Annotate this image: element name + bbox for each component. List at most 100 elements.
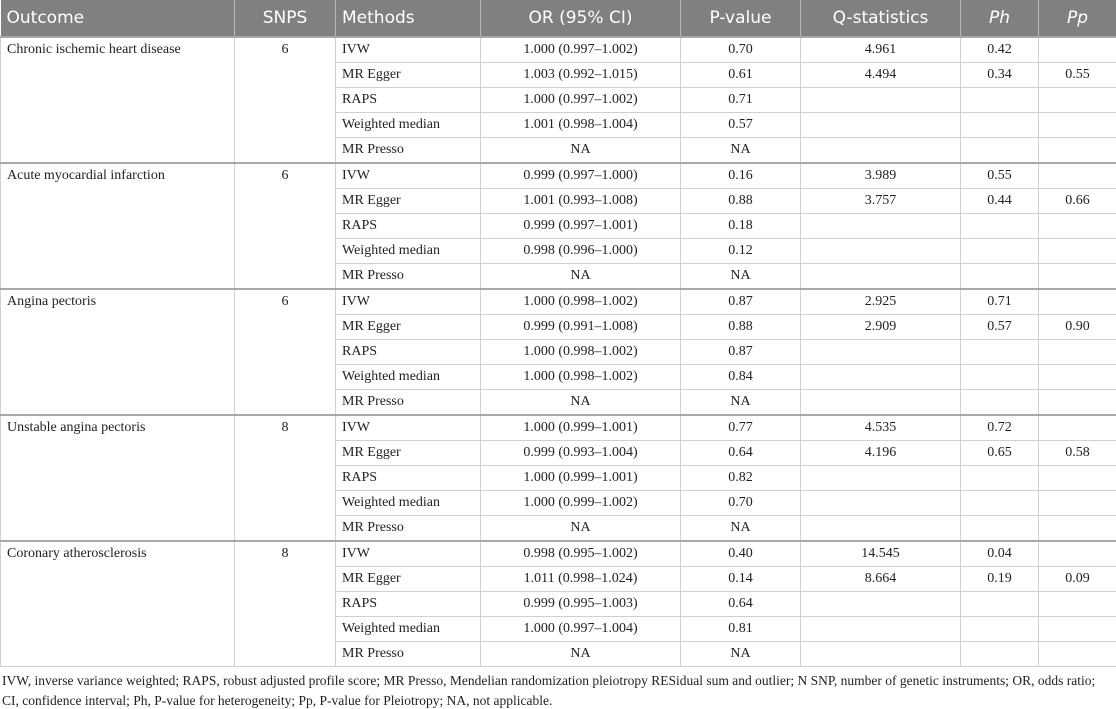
value-cell: NA <box>480 137 681 164</box>
value-cell: 1.000 (0.997–1.002) <box>480 87 681 113</box>
outcome-cell: Acute myocardial infarction <box>0 162 235 290</box>
table-row: MR Presso NA NA <box>1 515 1116 542</box>
value-cell <box>800 364 961 390</box>
method-cell: Weighted median <box>335 238 481 264</box>
table-row: Weighted median 0.998 (0.996–1.000) 0.12 <box>1 238 1116 264</box>
value-cell: NA <box>680 137 801 164</box>
value-cell: 0.72 <box>960 414 1039 441</box>
table-row: Angina pectoris 6 IVW 1.000 (0.998–1.002) 0.… <box>0 288 1116 416</box>
value-cell <box>1038 515 1116 542</box>
column-header: OR (95% CI) <box>480 0 681 37</box>
table-row: RAPS 0.999 (0.995–1.003) 0.64 <box>1 591 1116 617</box>
value-cell: 0.19 <box>960 566 1039 592</box>
value-cell <box>1038 540 1116 567</box>
value-cell: 4.196 <box>800 440 961 466</box>
value-cell <box>800 137 961 164</box>
table-row: MR Presso NA NA <box>1 137 1116 164</box>
value-cell <box>1038 162 1116 189</box>
value-cell: 0.998 (0.996–1.000) <box>480 238 681 264</box>
table-row: Weighted median 1.000 (0.997–1.004) 0.81 <box>1 616 1116 642</box>
method-cell: Weighted median <box>335 112 481 138</box>
value-cell <box>800 112 961 138</box>
value-cell <box>960 515 1039 542</box>
column-header: Q-statistics <box>800 0 961 37</box>
snps-cell: 6 <box>234 288 336 416</box>
value-cell: 1.000 (0.998–1.002) <box>480 364 681 390</box>
value-cell: 0.70 <box>680 36 801 63</box>
value-cell: 0.64 <box>680 591 801 617</box>
method-cell: RAPS <box>335 87 481 113</box>
value-cell <box>800 641 961 667</box>
value-cell: NA <box>480 515 681 542</box>
method-cell: IVW <box>335 36 481 63</box>
value-cell <box>960 213 1039 239</box>
value-cell <box>800 87 961 113</box>
column-header: Pp <box>1038 0 1116 37</box>
value-cell: 0.12 <box>680 238 801 264</box>
value-cell: 0.57 <box>960 314 1039 340</box>
table-row: RAPS 1.000 (0.999–1.001) 0.82 <box>1 465 1116 491</box>
value-cell: 0.87 <box>680 288 801 315</box>
column-header: Methods <box>335 0 481 37</box>
value-cell <box>1038 364 1116 390</box>
value-cell: 0.81 <box>680 616 801 642</box>
value-cell: 1.000 (0.998–1.002) <box>480 339 681 365</box>
method-cell: MR Presso <box>335 515 481 542</box>
value-cell: 1.000 (0.999–1.001) <box>480 414 681 441</box>
method-cell: MR Presso <box>335 137 481 164</box>
table-row: Weighted median 1.000 (0.998–1.002) 0.84 <box>1 364 1116 390</box>
value-cell: 0.58 <box>1038 440 1116 466</box>
method-cell: RAPS <box>335 213 481 239</box>
outcome-cell: Unstable angina pectoris <box>0 414 235 542</box>
value-cell: 1.000 (0.999–1.002) <box>480 490 681 516</box>
method-cell: IVW <box>335 540 481 567</box>
value-cell: 4.494 <box>800 62 961 88</box>
value-cell: 0.88 <box>680 314 801 340</box>
value-cell <box>800 490 961 516</box>
method-cell: MR Egger <box>335 62 481 88</box>
value-cell: 0.998 (0.995–1.002) <box>480 540 681 567</box>
value-cell: 0.44 <box>960 188 1039 214</box>
table-row: Unstable angina pectoris 8 IVW 1.000 (0.999… <box>0 414 1116 542</box>
value-cell <box>800 238 961 264</box>
value-cell: 0.09 <box>1038 566 1116 592</box>
value-cell: 0.71 <box>680 87 801 113</box>
method-cell: Weighted median <box>335 364 481 390</box>
value-cell <box>800 616 961 642</box>
method-cell: IVW <box>335 162 481 189</box>
value-cell <box>960 112 1039 138</box>
value-cell: NA <box>480 389 681 416</box>
value-cell: 0.84 <box>680 364 801 390</box>
value-cell: 1.000 (0.997–1.002) <box>480 36 681 63</box>
value-cell <box>1038 414 1116 441</box>
value-cell <box>960 591 1039 617</box>
value-cell: 0.14 <box>680 566 801 592</box>
method-cell: Weighted median <box>335 490 481 516</box>
table-row: RAPS 1.000 (0.998–1.002) 0.87 <box>1 339 1116 365</box>
method-cell: MR Presso <box>335 263 481 290</box>
value-cell: 14.545 <box>800 540 961 567</box>
value-cell <box>800 213 961 239</box>
table-row: MR Egger 0.999 (0.991–1.008) 0.88 2.909 0.57… <box>1 314 1116 340</box>
value-cell: 3.989 <box>800 162 961 189</box>
value-cell: NA <box>680 263 801 290</box>
value-cell: 0.55 <box>1038 62 1116 88</box>
value-cell <box>1038 137 1116 164</box>
value-cell <box>800 263 961 290</box>
value-cell: NA <box>680 641 801 667</box>
table-row: Weighted median 1.001 (0.998–1.004) 0.57 <box>1 112 1116 138</box>
value-cell: NA <box>480 263 681 290</box>
value-cell <box>800 591 961 617</box>
value-cell <box>1038 641 1116 667</box>
value-cell: 0.77 <box>680 414 801 441</box>
value-cell: 0.71 <box>960 288 1039 315</box>
value-cell <box>1038 87 1116 113</box>
method-cell: IVW <box>335 288 481 315</box>
value-cell: 0.18 <box>680 213 801 239</box>
column-header: SNPS <box>234 0 336 37</box>
value-cell: 2.925 <box>800 288 961 315</box>
value-cell: 8.664 <box>800 566 961 592</box>
method-cell: RAPS <box>335 339 481 365</box>
value-cell <box>1038 213 1116 239</box>
value-cell: NA <box>680 389 801 416</box>
